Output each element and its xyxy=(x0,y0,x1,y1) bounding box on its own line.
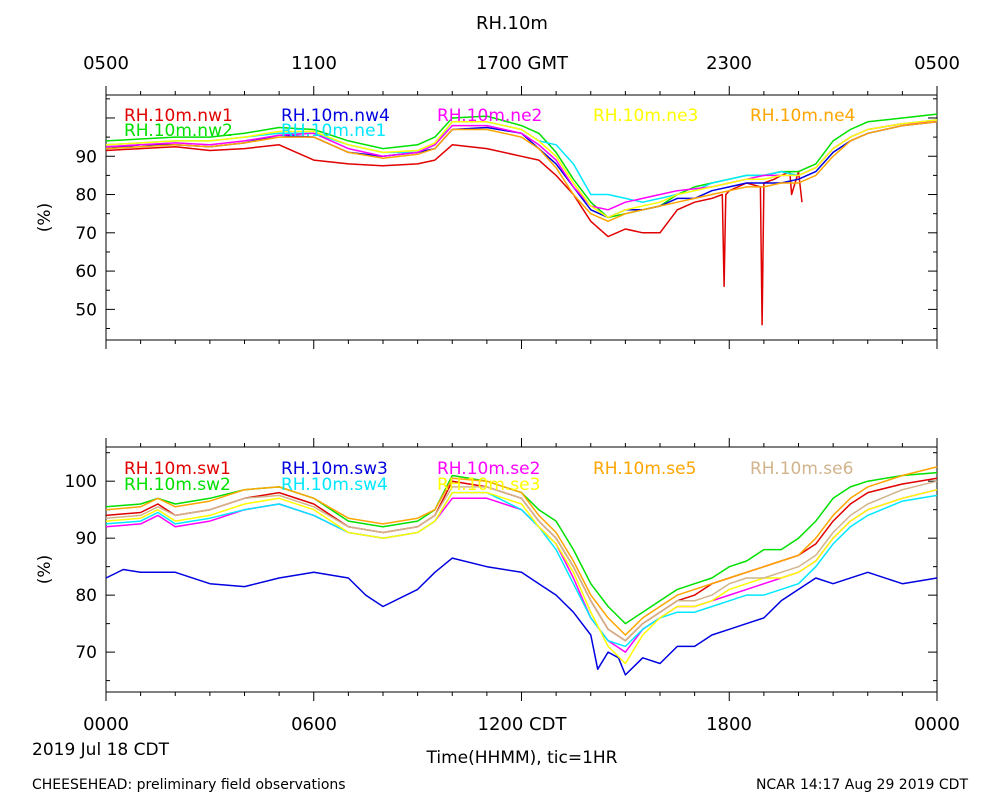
legend-entry: RH.10m.se6 xyxy=(750,459,853,479)
y-axis-title: (%) xyxy=(35,555,55,584)
top-axis-label: 2300 xyxy=(706,53,752,74)
y-axis-title: (%) xyxy=(35,203,55,232)
legend-entry: RH.10m.ne4 xyxy=(750,106,855,126)
bottom-axis-label: 0600 xyxy=(291,714,337,735)
y-tick-label: 70 xyxy=(75,643,97,663)
chart-title: RH.10m xyxy=(476,13,548,34)
series-line-RH-10m-se6 xyxy=(105,480,938,642)
bottom-axis-label: 1200 CDT xyxy=(478,714,568,735)
top-axis-label: 0500 xyxy=(83,53,129,74)
top-axis-label: 1700 GMT xyxy=(476,53,569,74)
legend-entry: RH.10m.nw2 xyxy=(124,121,233,141)
legend-entry: RH.10m.se3 xyxy=(437,475,540,495)
legend-entry: RH.10m.nw4 xyxy=(281,106,390,126)
top-axis-label: 0500 xyxy=(914,53,960,74)
legend-entry: RH.10m.ne3 xyxy=(593,106,698,126)
bottom-axis-label: 0000 xyxy=(914,714,960,735)
date-label: 2019 Jul 18 CDT xyxy=(32,740,170,760)
legend-entry: RH.10m.se2 xyxy=(437,459,540,479)
series-line-RH-10m-se3 xyxy=(105,488,938,665)
series-line-RH-10m-sw3 xyxy=(105,557,938,676)
bottom-axis-label: 1800 xyxy=(706,714,752,735)
footer-right: NCAR 14:17 Aug 29 2019 CDT xyxy=(756,777,968,793)
bottom-axis-label: 0000 xyxy=(83,714,129,735)
series-line-RH-10m-sw2 xyxy=(105,471,938,625)
y-tick-label: 100 xyxy=(65,472,97,492)
y-tick-label: 90 xyxy=(75,147,97,167)
y-tick-label: 50 xyxy=(75,300,97,320)
y-tick-label: 70 xyxy=(75,224,97,244)
footer-left: CHEESEHEAD: preliminary field observatio… xyxy=(32,777,346,793)
series-line-RH-10m-sw4 xyxy=(105,491,938,648)
top-axis-label: 1100 xyxy=(291,53,337,74)
y-tick-label: 80 xyxy=(75,186,97,206)
legend-entry: RH.10m.sw4 xyxy=(281,475,388,495)
y-tick-label: 60 xyxy=(75,262,97,282)
legend-entry: RH.10m.sw2 xyxy=(124,475,231,495)
y-tick-label: 90 xyxy=(75,529,97,549)
legend-entry: RH.10m.nw1 xyxy=(124,106,233,126)
legend-entry: RH.10m.ne1 xyxy=(281,121,386,141)
legend-entry: RH.10m.ne2 xyxy=(437,106,542,126)
series-line-RH-10m-ne3 xyxy=(105,119,938,219)
series-line-RH-10m-se5 xyxy=(105,466,938,636)
bottom-axis-labels: 0000 0600 1200 CDT 1800 0000 xyxy=(83,714,960,735)
top-axis-labels: 0500 1100 1700 GMT 2300 0500 xyxy=(83,53,960,74)
y-tick-label: 80 xyxy=(75,586,97,606)
legend-entry: RH.10m.se5 xyxy=(593,459,696,479)
legend-entry: RH.10m.sw1 xyxy=(124,459,231,479)
x-axis-title: Time(HHMM), tic=1HR xyxy=(426,748,618,768)
legend-entry: RH.10m.sw3 xyxy=(281,459,388,479)
series-line-RH-10m-ne4 xyxy=(105,121,938,223)
series-line-RH-10m-nw2 xyxy=(105,113,938,219)
series-line-RH-10m-nw1 xyxy=(105,144,803,326)
